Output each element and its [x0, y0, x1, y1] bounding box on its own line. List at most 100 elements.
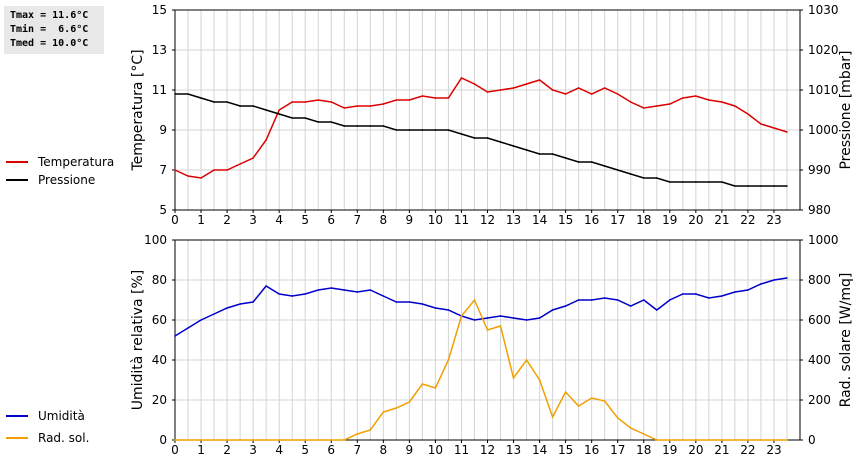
- data-point: [590, 161, 593, 163]
- data-point: [343, 125, 346, 127]
- data-point: [538, 317, 541, 319]
- data-point: [304, 439, 307, 441]
- data-point: [538, 379, 541, 381]
- legend-label: Pressione: [38, 173, 95, 187]
- data-point: [655, 439, 658, 441]
- data-point: [538, 153, 541, 155]
- data-point: [278, 293, 280, 295]
- data-point: [473, 319, 476, 321]
- data-point: [708, 439, 710, 441]
- data-point: [174, 93, 176, 95]
- x-tick-label: 7: [353, 443, 361, 457]
- data-point: [317, 99, 320, 101]
- data-point: [616, 169, 619, 171]
- data-point: [304, 117, 307, 119]
- data-point: [564, 391, 567, 393]
- data-point: [252, 439, 254, 441]
- data-point: [616, 93, 619, 95]
- data-point: [343, 289, 346, 291]
- data-point: [317, 439, 320, 441]
- x-tick-label: 5: [301, 213, 309, 227]
- data-point: [213, 169, 215, 171]
- data-point: [760, 439, 762, 441]
- x-tick-label: 23: [766, 443, 781, 457]
- x-tick-label: 5: [301, 443, 309, 457]
- y-tick-label-right: 0: [808, 433, 816, 447]
- data-point: [773, 279, 775, 281]
- data-point: [773, 439, 775, 441]
- y-tick-label-right: 990: [808, 163, 831, 177]
- data-point: [551, 416, 554, 418]
- y-axis-title-left: Umidità relativa [%]: [130, 270, 146, 411]
- data-point: [395, 301, 398, 303]
- data-point: [695, 181, 697, 183]
- data-point: [577, 87, 580, 89]
- x-tick-label: 19: [662, 213, 677, 227]
- data-point: [499, 89, 502, 91]
- data-point: [499, 325, 502, 327]
- data-point: [538, 79, 541, 81]
- y-tick-label-left: 60: [152, 313, 167, 327]
- data-point: [408, 301, 411, 303]
- data-point: [590, 299, 593, 301]
- x-tick-label: 13: [506, 213, 521, 227]
- data-point: [200, 439, 202, 441]
- data-point: [747, 113, 749, 115]
- data-point: [655, 309, 658, 311]
- x-tick-label: 1: [197, 213, 205, 227]
- data-point: [603, 165, 606, 167]
- data-point: [786, 277, 788, 279]
- data-point: [291, 101, 293, 103]
- x-tick-label: 16: [584, 443, 599, 457]
- y-tick-label-right: 600: [808, 313, 831, 327]
- data-point: [291, 117, 293, 119]
- data-point: [265, 285, 267, 287]
- x-tick-label: 10: [428, 213, 443, 227]
- x-tick-label: 12: [480, 443, 495, 457]
- y-tick-label-left: 40: [152, 353, 167, 367]
- data-point: [721, 181, 723, 183]
- x-tick-label: 4: [275, 213, 283, 227]
- data-point: [265, 109, 267, 111]
- data-point: [655, 105, 658, 107]
- data-point: [695, 293, 697, 295]
- x-tick-label: 10: [428, 443, 443, 457]
- data-point: [473, 299, 476, 301]
- y-tick-label-right: 400: [808, 353, 831, 367]
- data-point: [447, 129, 450, 131]
- data-point: [226, 101, 228, 103]
- data-point: [408, 99, 411, 101]
- x-tick-label: 23: [766, 213, 781, 227]
- data-point: [239, 303, 241, 305]
- data-point: [721, 295, 723, 297]
- data-point: [695, 439, 697, 441]
- data-point: [551, 309, 554, 311]
- y-tick-label-left: 15: [152, 3, 167, 17]
- data-point: [512, 87, 515, 89]
- data-point: [265, 139, 267, 141]
- data-point: [200, 319, 202, 321]
- y-tick-label-right: 980: [808, 203, 831, 217]
- data-point: [577, 299, 580, 301]
- data-point: [369, 429, 372, 431]
- x-tick-label: 14: [532, 213, 547, 227]
- data-point: [226, 307, 228, 309]
- data-point: [174, 439, 176, 441]
- data-point: [708, 297, 710, 299]
- data-point: [760, 123, 762, 125]
- data-point: [629, 427, 632, 429]
- x-tick-label: 3: [249, 213, 257, 227]
- x-tick-label: 11: [454, 213, 469, 227]
- x-tick-label: 0: [171, 443, 179, 457]
- data-point: [174, 335, 176, 337]
- data-point: [434, 307, 437, 309]
- data-point: [512, 377, 515, 379]
- x-tick-label: 2: [223, 213, 231, 227]
- y-tick-label-left: 9: [159, 123, 167, 137]
- data-point: [642, 299, 645, 301]
- data-point: [708, 99, 710, 101]
- x-tick-label: 6: [327, 443, 335, 457]
- x-tick-label: 20: [688, 213, 703, 227]
- data-point: [421, 95, 424, 97]
- y-tick-label-right: 1020: [808, 43, 839, 57]
